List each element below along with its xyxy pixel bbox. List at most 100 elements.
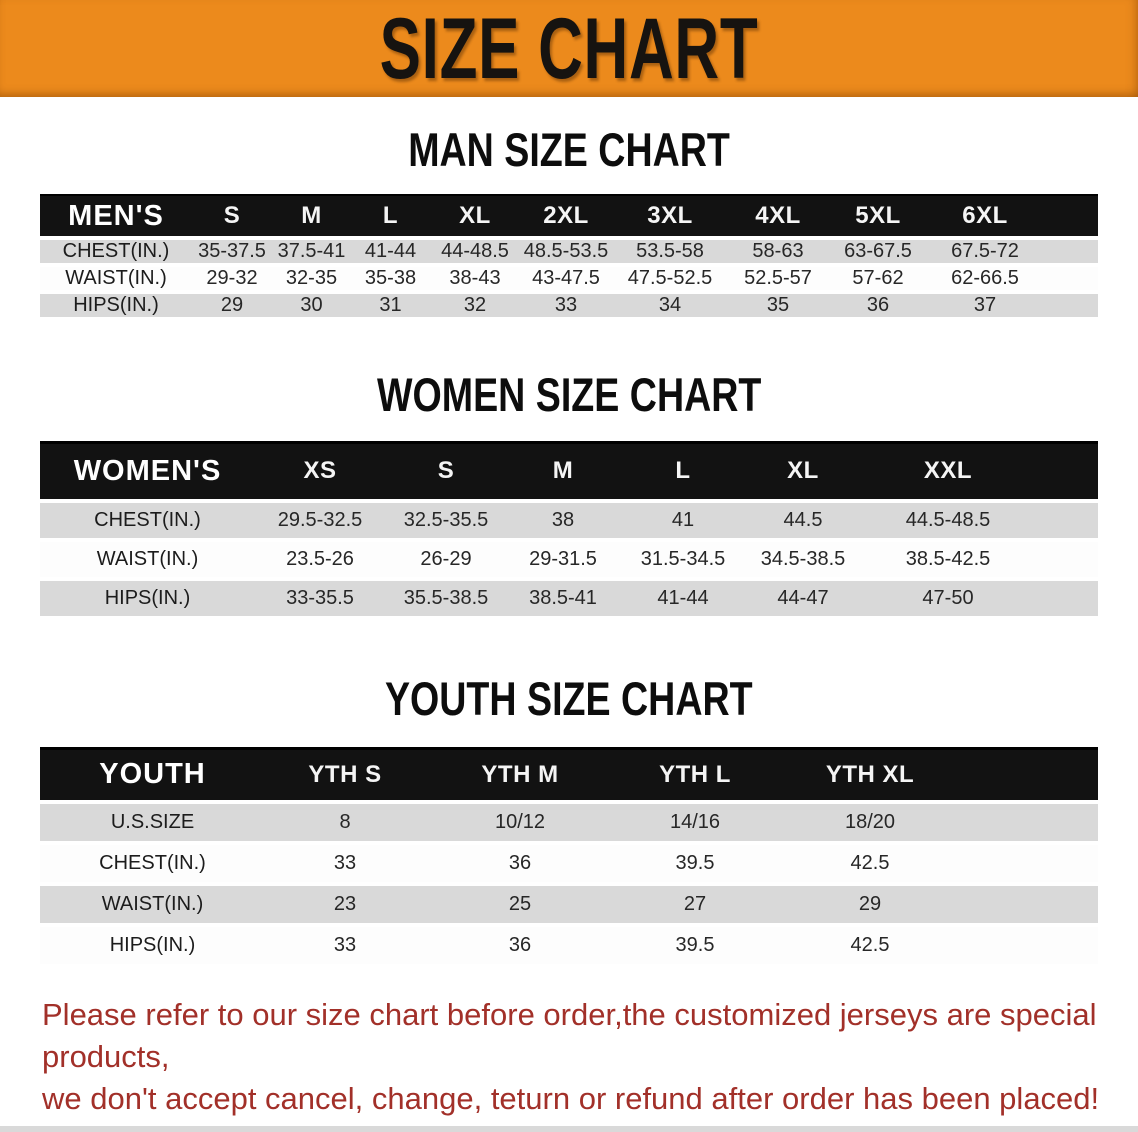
banner-title: SIZE CHART bbox=[379, 0, 759, 97]
size-value-cell: 36 bbox=[828, 292, 928, 321]
measurement-row-label: WAIST(IN.) bbox=[40, 265, 192, 294]
header-filler-cell bbox=[965, 746, 1098, 804]
size-value-cell: 33 bbox=[265, 925, 425, 968]
measurement-row-label: U.S.SIZE bbox=[40, 802, 265, 845]
youth-section-heading: YOUTH SIZE CHART bbox=[0, 672, 1138, 725]
measurement-row-label: WAIST(IN.) bbox=[40, 539, 255, 581]
size-column-header: S bbox=[385, 441, 507, 503]
size-value-cell: 30 bbox=[272, 292, 351, 321]
man-size-section: MAN SIZE CHART MEN'S S M L XL 2XL 3XL 4XL 5XL 6XL… bbox=[0, 124, 1138, 321]
size-value-cell: 44-48.5 bbox=[430, 238, 520, 267]
size-column-header: YTH L bbox=[615, 746, 775, 804]
size-value-cell: 47-50 bbox=[859, 578, 1037, 620]
size-value-cell: 41-44 bbox=[351, 238, 430, 267]
row-filler-cell bbox=[1037, 539, 1098, 581]
table-title-cell: MEN'S bbox=[40, 194, 192, 240]
size-column-header: XL bbox=[747, 441, 859, 503]
row-filler-cell bbox=[1037, 578, 1098, 620]
row-filler-cell bbox=[1042, 292, 1098, 321]
size-value-cell: 29-32 bbox=[192, 265, 272, 294]
measurement-row: WAIST(IN.) 23 25 27 29 bbox=[40, 884, 1098, 927]
table-title-cell: YOUTH bbox=[40, 746, 265, 804]
size-value-cell: 35.5-38.5 bbox=[385, 578, 507, 620]
measurement-row: WAIST(IN.) 29-32 32-35 35-38 38-43 43-47.5 47.… bbox=[40, 265, 1098, 294]
measurement-row-label: CHEST(IN.) bbox=[40, 500, 255, 542]
size-value-cell: 57-62 bbox=[828, 265, 928, 294]
size-value-cell: 38.5-41 bbox=[507, 578, 619, 620]
size-column-header: XS bbox=[255, 441, 385, 503]
size-value-cell: 29-31.5 bbox=[507, 539, 619, 581]
header-filler-cell bbox=[1042, 194, 1098, 240]
size-value-cell: 37.5-41 bbox=[272, 238, 351, 267]
size-value-cell: 36 bbox=[425, 843, 615, 886]
women-size-section: WOMEN SIZE CHART WOMEN'S XS S M L XL XXL CHEST(… bbox=[0, 369, 1138, 620]
size-value-cell: 18/20 bbox=[775, 802, 965, 845]
size-value-cell: 47.5-52.5 bbox=[612, 265, 728, 294]
measurement-row-label: WAIST(IN.) bbox=[40, 884, 265, 927]
man-section-heading-text: MAN SIZE CHART bbox=[408, 123, 730, 176]
row-filler-cell bbox=[965, 925, 1098, 968]
size-value-cell: 62-66.5 bbox=[928, 265, 1042, 294]
size-value-cell: 38.5-42.5 bbox=[859, 539, 1037, 581]
size-column-header: 2XL bbox=[520, 194, 612, 240]
row-filler-cell bbox=[1042, 238, 1098, 267]
size-value-cell: 63-67.5 bbox=[828, 238, 928, 267]
size-value-cell: 31.5-34.5 bbox=[619, 539, 747, 581]
size-column-header: L bbox=[619, 441, 747, 503]
size-value-cell: 41 bbox=[619, 500, 747, 542]
size-value-cell: 25 bbox=[425, 884, 615, 927]
size-value-cell: 53.5-58 bbox=[612, 238, 728, 267]
size-value-cell: 26-29 bbox=[385, 539, 507, 581]
size-column-header: YTH M bbox=[425, 746, 615, 804]
size-value-cell: 8 bbox=[265, 802, 425, 845]
size-column-header: 4XL bbox=[728, 194, 828, 240]
size-value-cell: 23.5-26 bbox=[255, 539, 385, 581]
size-value-cell: 10/12 bbox=[425, 802, 615, 845]
men-size-table: MEN'S S M L XL 2XL 3XL 4XL 5XL 6XL CHEST(IN.) 35-37… bbox=[40, 194, 1098, 321]
size-value-cell: 67.5-72 bbox=[928, 238, 1042, 267]
size-value-cell: 58-63 bbox=[728, 238, 828, 267]
size-value-cell: 32-35 bbox=[272, 265, 351, 294]
size-value-cell: 35-38 bbox=[351, 265, 430, 294]
size-value-cell: 48.5-53.5 bbox=[520, 238, 612, 267]
size-value-cell: 29.5-32.5 bbox=[255, 500, 385, 542]
measurement-row-label: CHEST(IN.) bbox=[40, 843, 265, 886]
size-column-header: S bbox=[192, 194, 272, 240]
size-value-cell: 44.5 bbox=[747, 500, 859, 542]
size-value-cell: 29 bbox=[775, 884, 965, 927]
banner: SIZE CHART bbox=[0, 0, 1138, 97]
size-value-cell: 14/16 bbox=[615, 802, 775, 845]
size-value-cell: 41-44 bbox=[619, 578, 747, 620]
measurement-row: CHEST(IN.) 33 36 39.5 42.5 bbox=[40, 843, 1098, 886]
size-value-cell: 27 bbox=[615, 884, 775, 927]
size-value-cell: 35 bbox=[728, 292, 828, 321]
size-column-header: 3XL bbox=[612, 194, 728, 240]
size-value-cell: 52.5-57 bbox=[728, 265, 828, 294]
header-filler-cell bbox=[1037, 441, 1098, 503]
women-section-heading: WOMEN SIZE CHART bbox=[0, 369, 1138, 421]
measurement-row-label: CHEST(IN.) bbox=[40, 238, 192, 267]
size-value-cell: 39.5 bbox=[615, 925, 775, 968]
size-value-cell: 29 bbox=[192, 292, 272, 321]
size-column-header: 5XL bbox=[828, 194, 928, 240]
size-column-header: XL bbox=[430, 194, 520, 240]
size-column-header: M bbox=[507, 441, 619, 503]
youth-size-table: YOUTH YTH S YTH M YTH L YTH XL U.S.SIZE 8 10/12… bbox=[40, 746, 1098, 968]
row-filler-cell bbox=[1042, 265, 1098, 294]
table-title-cell: WOMEN'S bbox=[40, 441, 255, 503]
size-value-cell: 34.5-38.5 bbox=[747, 539, 859, 581]
row-filler-cell bbox=[965, 802, 1098, 845]
measurement-row: U.S.SIZE 8 10/12 14/16 18/20 bbox=[40, 802, 1098, 845]
disclaimer-line-1: Please refer to our size chart before or… bbox=[42, 997, 1097, 1074]
size-column-header: YTH XL bbox=[775, 746, 965, 804]
measurement-row: HIPS(IN.) 33 36 39.5 42.5 bbox=[40, 925, 1098, 968]
row-filler-cell bbox=[965, 843, 1098, 886]
size-value-cell: 36 bbox=[425, 925, 615, 968]
size-column-header: L bbox=[351, 194, 430, 240]
measurement-row-label: HIPS(IN.) bbox=[40, 292, 192, 321]
size-value-cell: 33 bbox=[520, 292, 612, 321]
size-value-cell: 43-47.5 bbox=[520, 265, 612, 294]
women-size-table: WOMEN'S XS S M L XL XXL CHEST(IN.) 29.5-32.5 32.5… bbox=[40, 441, 1098, 620]
row-filler-cell bbox=[1037, 500, 1098, 542]
